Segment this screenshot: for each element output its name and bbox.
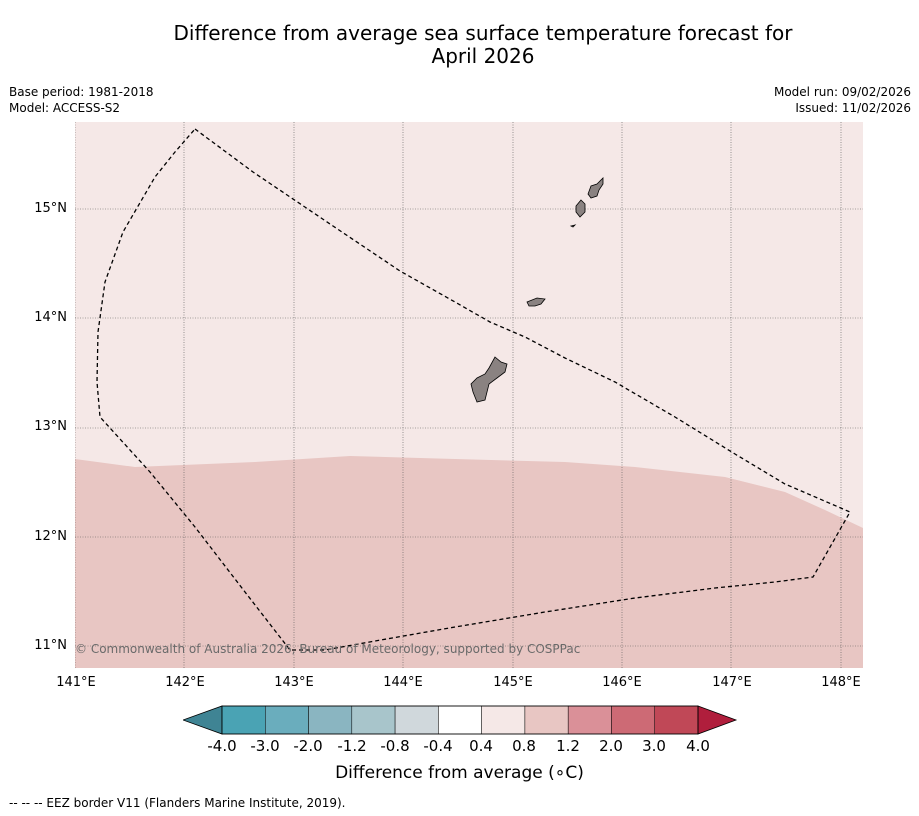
title-line-1: Difference from average sea surface temp…: [173, 21, 793, 45]
model-run-text: Model run: 09/02/2026: [773, 85, 911, 99]
issued-text: Issued: 11/02/2026: [795, 101, 911, 115]
island-tinian: [575, 199, 586, 218]
island-rota: [526, 297, 546, 307]
model-text: Model: ACCESS-S2: [9, 101, 121, 115]
colorbar-segment: [221, 705, 266, 735]
colorbar-segment: [654, 705, 699, 735]
colorbar-extend-low: [183, 705, 223, 735]
colorbar-segment: [524, 705, 569, 735]
lon-label: 141°E: [56, 675, 96, 690]
colorbar-tick: -0.4: [423, 737, 453, 755]
base-period-text: Base period: 1981-2018: [9, 85, 154, 99]
island-guam: [470, 356, 508, 403]
lon-label: 148°E: [821, 675, 861, 690]
copyright-text: © Commonwealth of Australia 2026, Bureau…: [75, 642, 581, 656]
graticule: [75, 122, 863, 668]
colorbar-tick: 0.4: [469, 737, 493, 755]
colorbar-tick: -0.8: [380, 737, 410, 755]
island-aguijan: [569, 224, 577, 228]
colorbar-outline: [221, 705, 699, 735]
colorbar-tick: 2.0: [599, 737, 623, 755]
anomaly-region-0-8-to-1-2: [75, 456, 863, 668]
lon-label: 145°E: [493, 675, 533, 690]
chart-title: Difference from average sea surface temp…: [0, 22, 919, 68]
title-line-2: April 2026: [431, 44, 535, 68]
colorbar-segment: [351, 705, 396, 735]
colorbar-extend-high: [697, 705, 738, 735]
lon-label: 147°E: [712, 675, 752, 690]
lon-label: 142°E: [165, 675, 205, 690]
eez-legend: -- -- -- EEZ border V11 (Flanders Marine…: [9, 796, 346, 810]
colorbar-segment: [481, 705, 526, 735]
colorbar-segment: [611, 705, 655, 735]
colorbar-tick: -3.0: [250, 737, 280, 755]
island-saipan: [587, 177, 604, 199]
colorbar-label: Difference from average (∘C): [335, 763, 584, 783]
lon-label: 146°E: [602, 675, 642, 690]
colorbar-tick: 1.2: [556, 737, 580, 755]
map-panel: [75, 122, 863, 668]
meta-right: Model run: 09/02/2026 Issued: 11/02/2026: [774, 84, 911, 116]
colorbar-segment: [567, 705, 612, 735]
lon-label: 144°E: [383, 675, 423, 690]
lat-label: 15°N: [34, 201, 67, 216]
colorbar-segment: [265, 705, 309, 735]
lat-label: 14°N: [34, 310, 67, 325]
colorbar-tick: 4.0: [686, 737, 710, 755]
colorbar-tick: -4.0: [207, 737, 237, 755]
colorbar-segment: [308, 705, 353, 735]
colorbar-segment: [394, 705, 439, 735]
lat-label: 11°N: [34, 638, 67, 653]
colorbar-tick: 0.8: [512, 737, 536, 755]
colorbar: [183, 705, 738, 735]
meta-left: Base period: 1981-2018 Model: ACCESS-S2: [9, 84, 154, 116]
lon-label: 143°E: [274, 675, 314, 690]
colorbar-segment: [438, 705, 482, 735]
lat-label: 12°N: [34, 529, 67, 544]
colorbar-tick: 3.0: [642, 737, 666, 755]
eez-border: [96, 128, 851, 651]
colorbar-tick: -2.0: [293, 737, 323, 755]
colorbar-tick: -1.2: [337, 737, 367, 755]
lat-label: 13°N: [34, 419, 67, 434]
